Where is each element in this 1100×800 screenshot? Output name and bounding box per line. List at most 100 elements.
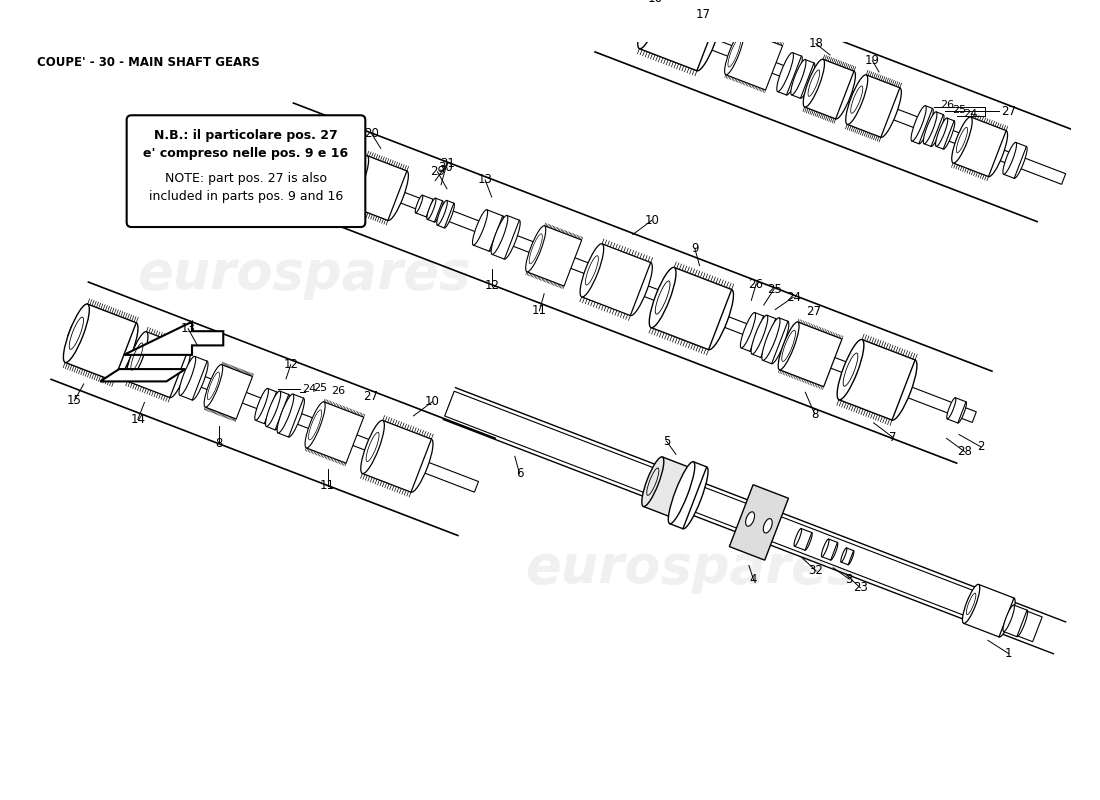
Polygon shape xyxy=(416,195,433,217)
Ellipse shape xyxy=(179,356,196,395)
Polygon shape xyxy=(726,30,782,90)
Ellipse shape xyxy=(834,71,856,119)
Text: 25: 25 xyxy=(314,383,328,393)
Ellipse shape xyxy=(923,112,937,144)
Polygon shape xyxy=(752,315,776,358)
FancyBboxPatch shape xyxy=(126,115,365,227)
Polygon shape xyxy=(362,421,431,492)
Ellipse shape xyxy=(804,533,812,550)
Polygon shape xyxy=(651,267,732,350)
Text: 10: 10 xyxy=(425,395,440,408)
Text: 24: 24 xyxy=(785,290,801,304)
Ellipse shape xyxy=(751,315,768,354)
Ellipse shape xyxy=(112,322,138,382)
Text: 26: 26 xyxy=(331,386,345,396)
Polygon shape xyxy=(780,322,842,386)
Text: 1: 1 xyxy=(1005,647,1012,660)
Ellipse shape xyxy=(998,598,1015,637)
Polygon shape xyxy=(180,357,207,400)
Ellipse shape xyxy=(725,30,744,74)
Text: 6: 6 xyxy=(516,467,524,480)
Ellipse shape xyxy=(803,59,825,107)
Ellipse shape xyxy=(962,584,980,623)
Ellipse shape xyxy=(822,539,829,557)
Text: COUPE' - 30 - MAIN SHAFT GEARS: COUPE' - 30 - MAIN SHAFT GEARS xyxy=(36,56,260,69)
Polygon shape xyxy=(842,548,854,565)
Ellipse shape xyxy=(706,290,734,350)
Text: 25: 25 xyxy=(952,105,966,114)
Polygon shape xyxy=(255,389,276,424)
Ellipse shape xyxy=(800,63,815,98)
Text: 9: 9 xyxy=(691,242,698,255)
Ellipse shape xyxy=(629,262,652,316)
Ellipse shape xyxy=(346,155,368,206)
Text: 30: 30 xyxy=(439,161,453,174)
Polygon shape xyxy=(936,118,954,149)
Polygon shape xyxy=(762,318,788,364)
Ellipse shape xyxy=(504,220,520,259)
Text: N.B.: il particolare pos. 27
e' compreso nelle pos. 9 e 16: N.B.: il particolare pos. 27 e' compreso… xyxy=(143,130,349,161)
Text: 24: 24 xyxy=(301,383,316,394)
Ellipse shape xyxy=(255,389,268,420)
Text: 27: 27 xyxy=(1001,105,1016,118)
Ellipse shape xyxy=(879,88,901,138)
Polygon shape xyxy=(65,304,136,381)
Ellipse shape xyxy=(277,394,294,433)
Ellipse shape xyxy=(785,56,802,95)
Polygon shape xyxy=(1003,605,1027,637)
Text: 27: 27 xyxy=(363,390,377,402)
Polygon shape xyxy=(348,156,407,221)
Text: eurospares: eurospares xyxy=(526,542,859,594)
Polygon shape xyxy=(492,215,519,259)
Text: 12: 12 xyxy=(485,279,501,292)
Ellipse shape xyxy=(846,74,868,125)
Ellipse shape xyxy=(265,391,280,426)
Ellipse shape xyxy=(437,201,448,226)
Ellipse shape xyxy=(771,322,789,364)
Text: 26: 26 xyxy=(940,100,955,110)
Text: 22: 22 xyxy=(277,202,293,215)
Polygon shape xyxy=(100,369,186,382)
Ellipse shape xyxy=(64,304,89,362)
Text: 11: 11 xyxy=(320,479,336,492)
Ellipse shape xyxy=(669,462,695,524)
Ellipse shape xyxy=(695,14,721,71)
Text: NOTE: part pos. 27 is also
included in parts pos. 9 and 16: NOTE: part pos. 27 is also included in p… xyxy=(148,172,343,203)
Text: 27: 27 xyxy=(806,305,822,318)
Ellipse shape xyxy=(191,361,208,400)
Ellipse shape xyxy=(409,439,433,492)
Text: 8: 8 xyxy=(811,407,818,421)
Ellipse shape xyxy=(305,402,326,448)
Polygon shape xyxy=(318,149,349,194)
Ellipse shape xyxy=(778,322,799,370)
Text: 25: 25 xyxy=(767,282,781,295)
Ellipse shape xyxy=(274,394,289,430)
Text: 18: 18 xyxy=(808,37,823,50)
Text: 17: 17 xyxy=(696,9,711,22)
Ellipse shape xyxy=(580,244,604,297)
Polygon shape xyxy=(274,144,977,422)
Ellipse shape xyxy=(952,117,972,163)
Polygon shape xyxy=(610,1,1066,184)
Text: 7: 7 xyxy=(889,430,896,443)
Polygon shape xyxy=(670,462,706,529)
Ellipse shape xyxy=(740,313,756,348)
Ellipse shape xyxy=(749,316,764,351)
Ellipse shape xyxy=(333,154,350,194)
Ellipse shape xyxy=(760,318,777,358)
Ellipse shape xyxy=(638,0,663,49)
Ellipse shape xyxy=(168,348,190,398)
Text: 14: 14 xyxy=(130,413,145,426)
Ellipse shape xyxy=(957,402,967,423)
Polygon shape xyxy=(822,539,837,560)
Text: 19: 19 xyxy=(865,54,880,67)
Polygon shape xyxy=(924,112,944,146)
Ellipse shape xyxy=(125,332,148,382)
Ellipse shape xyxy=(264,392,277,424)
Text: 5: 5 xyxy=(663,434,670,448)
Text: 31: 31 xyxy=(440,157,455,170)
Ellipse shape xyxy=(777,53,793,92)
Polygon shape xyxy=(639,0,718,70)
Polygon shape xyxy=(839,339,915,420)
Polygon shape xyxy=(278,394,304,437)
